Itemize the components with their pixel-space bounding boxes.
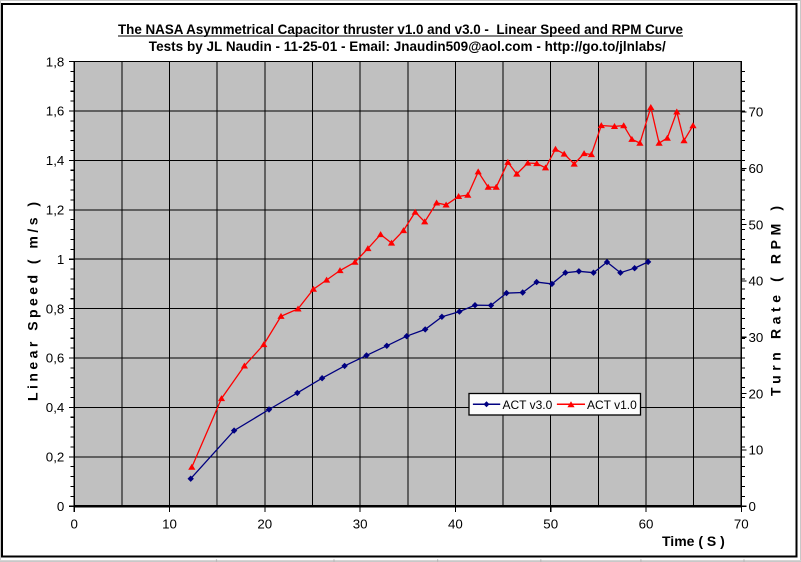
svg-text:ACT v3.0: ACT v3.0 (503, 398, 553, 412)
svg-text:1,6: 1,6 (46, 104, 65, 119)
svg-text:Turn Rate ( RPM ): Turn Rate ( RPM ) (768, 206, 784, 396)
svg-text:50: 50 (543, 516, 558, 531)
svg-text:50: 50 (749, 217, 764, 232)
svg-text:0,8: 0,8 (46, 301, 65, 316)
svg-text:70: 70 (749, 105, 764, 120)
svg-text:0: 0 (749, 499, 756, 514)
svg-text:ACT v1.0: ACT v1.0 (587, 398, 637, 412)
svg-text:1,2: 1,2 (46, 203, 65, 218)
svg-text:20: 20 (749, 386, 764, 401)
svg-text:10: 10 (749, 443, 764, 458)
svg-text:10: 10 (162, 516, 177, 531)
svg-text:40: 40 (749, 274, 764, 289)
svg-text:60: 60 (749, 161, 764, 176)
svg-text:60: 60 (639, 516, 654, 531)
svg-text:30: 30 (353, 516, 368, 531)
svg-text:0: 0 (57, 499, 64, 514)
svg-text:Tests by JL Naudin - 11-25-01: Tests by JL Naudin - 11-25-01 - Email: J… (149, 39, 666, 54)
svg-text:40: 40 (448, 516, 463, 531)
svg-text:0,4: 0,4 (46, 400, 65, 415)
svg-text:0,2: 0,2 (46, 450, 65, 465)
svg-text:70: 70 (734, 516, 749, 531)
svg-text:1,8: 1,8 (46, 54, 65, 69)
svg-text:Time ( S ): Time ( S ) (662, 533, 725, 549)
svg-text:1,4: 1,4 (46, 153, 65, 168)
svg-text:0,6: 0,6 (46, 351, 65, 366)
svg-text:The NASA Asymmetrical Capacito: The NASA Asymmetrical Capacitor thruster… (118, 22, 683, 37)
svg-text:30: 30 (749, 330, 764, 345)
svg-text:0: 0 (70, 516, 77, 531)
svg-text:20: 20 (257, 516, 272, 531)
svg-text:1: 1 (57, 252, 64, 267)
